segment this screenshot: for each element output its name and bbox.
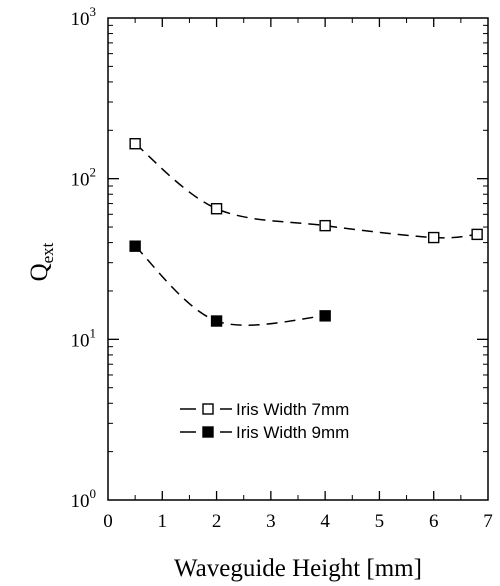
y-axis-title-main: Q [26, 263, 53, 281]
x-tick-label: 3 [266, 511, 276, 532]
y-axis-title-subscript: ext [38, 242, 57, 263]
y-tick-label-exponent: 1 [90, 325, 97, 340]
data-point [319, 310, 331, 322]
y-axis-title: Qext [26, 242, 57, 281]
y-tick-label-exponent: 2 [90, 165, 97, 180]
y-tick-label: 103 [71, 4, 97, 30]
data-point [210, 315, 223, 327]
x-tick-label: 0 [103, 511, 113, 532]
y-tick-label-base: 10 [71, 491, 90, 512]
data-point [428, 231, 440, 244]
y-tick-label: 100 [71, 486, 97, 512]
data-point [471, 228, 483, 241]
x-tick-label: 6 [429, 511, 439, 532]
x-axis-title: Waveguide Height [mm] [174, 555, 422, 582]
series-layer [129, 138, 483, 327]
y-tick-label: 102 [71, 165, 97, 191]
data-point [129, 240, 141, 252]
y-tick-label-exponent: 3 [90, 4, 97, 19]
legend-label: Iris Width 7mm [236, 400, 349, 419]
y-tick-label-base: 10 [71, 9, 90, 30]
y-tick-label: 101 [71, 325, 97, 351]
data-point [210, 203, 223, 215]
series-line [134, 245, 326, 326]
series-line [134, 143, 478, 239]
x-tick-label: 5 [375, 511, 385, 532]
x-tick-label: 1 [158, 511, 168, 532]
legend-marker [202, 403, 214, 415]
data-point [319, 219, 331, 232]
y-tick-label-exponent: 0 [90, 486, 97, 501]
x-tick-label: 7 [483, 511, 493, 532]
y-tick-label-base: 10 [71, 170, 90, 191]
legend-label: Iris Width 9mm [236, 423, 349, 442]
x-tick-label: 4 [320, 511, 330, 532]
data-point [129, 138, 141, 150]
x-tick-label: 2 [212, 511, 222, 532]
legend: Iris Width 7mm Iris Width 9mm [180, 400, 349, 442]
legend-marker [202, 426, 214, 438]
x-axis-ticks: 0 1 2 3 4 5 6 7 [103, 18, 493, 532]
y-tick-label-base: 10 [71, 330, 90, 351]
